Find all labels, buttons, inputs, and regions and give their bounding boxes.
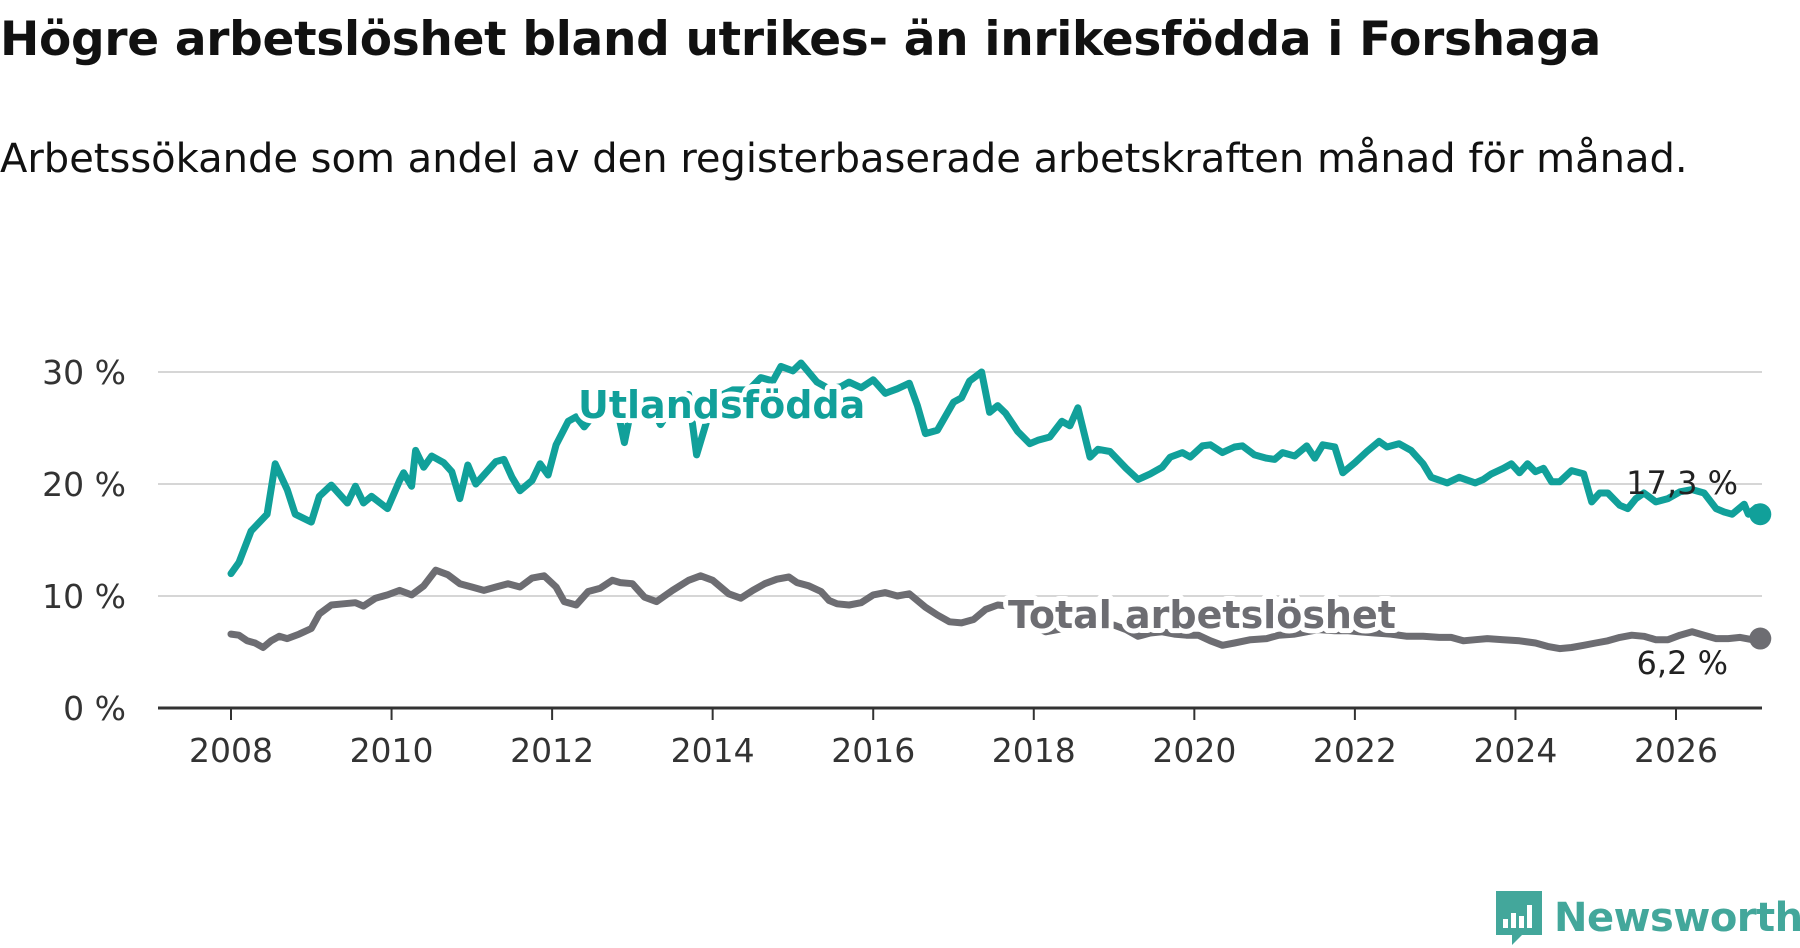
- y-tick-label: 30 %: [42, 353, 126, 392]
- x-tick-label: 2012: [510, 731, 594, 770]
- axes: 0 % 10 % 20 % 30 % 2008 2010 2012 2014 2016 2018 2…: [42, 353, 1762, 770]
- x-tick-label: 2014: [671, 731, 755, 770]
- y-tick-label: 0 %: [63, 689, 126, 728]
- series-end-dot-utlandsfodda: [1749, 503, 1772, 526]
- x-tick-label: 2024: [1473, 731, 1557, 770]
- x-tick-label: 2020: [1152, 731, 1236, 770]
- series-line-total: [227, 566, 1764, 653]
- y-tick-label: 10 %: [42, 577, 126, 616]
- y-tick-label: 20 %: [42, 465, 126, 504]
- x-tick-label: 2026: [1634, 731, 1718, 770]
- series-lines: [227, 359, 1772, 653]
- x-tick-label: 2010: [350, 731, 434, 770]
- x-tick-label: 2018: [992, 731, 1076, 770]
- series-label-total: Total arbetslöshet: [1008, 593, 1396, 637]
- end-value-label-total: 6,2 %: [1637, 644, 1728, 682]
- x-tick-label: 2022: [1313, 731, 1397, 770]
- grid-lines: [158, 371, 1762, 597]
- series-labels: Utlandsfödda Total arbetslöshet 17,3 % 6,2 …: [573, 378, 1738, 682]
- x-tick-label: 2016: [831, 731, 915, 770]
- end-value-label-utlandsfodda: 17,3 %: [1626, 464, 1738, 502]
- chart-subtitle: Arbetssökande som andel av den registerb…: [0, 136, 1688, 182]
- series-line-utlandsfodda: [227, 359, 1764, 578]
- series-label-utlandsfodda: Utlandsfödda: [578, 383, 865, 427]
- chart-title: Högre arbetslöshet bland utrikes- än inr…: [0, 12, 1601, 67]
- x-tick-label: 2008: [189, 731, 273, 770]
- newsworthy-logo-icon: [1496, 891, 1542, 945]
- series-end-dot-total: [1749, 627, 1772, 650]
- newsworthy-logo: Newsworthy: [1494, 888, 1800, 948]
- logo-text: Newsworthy: [1554, 895, 1800, 941]
